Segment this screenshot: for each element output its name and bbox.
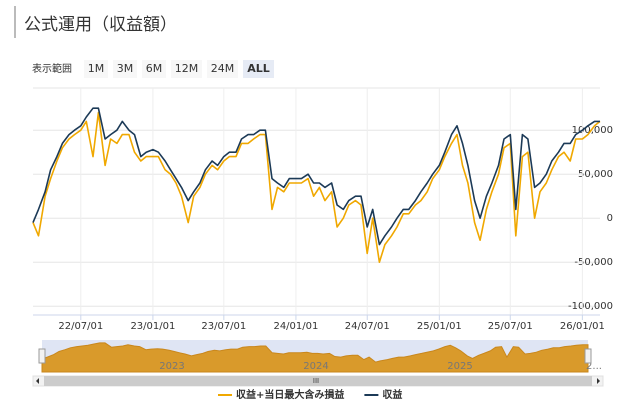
y-tick-label: -100,000 <box>568 301 613 312</box>
x-tick-label: 23/07/01 <box>201 321 246 332</box>
range-button-label[interactable]: 3M <box>117 62 134 75</box>
legend-label[interactable]: 収益 <box>382 388 402 401</box>
navigator-label: 2023 <box>159 361 184 372</box>
range-button[interactable] <box>142 60 166 78</box>
x-tick-label: 24/07/01 <box>345 321 390 332</box>
x-tick-label: 24/01/01 <box>273 321 318 332</box>
navigator-label: 2024 <box>303 361 328 372</box>
legend-label[interactable]: 収益+当日最大含み損益 <box>236 388 344 401</box>
range-button-label[interactable]: 6M <box>146 62 163 75</box>
x-tick-label: 25/07/01 <box>488 321 533 332</box>
page-title: 公式運用（収益額） <box>24 15 177 35</box>
range-button-label[interactable]: 24M <box>211 62 235 75</box>
navigator-handle[interactable] <box>38 348 46 364</box>
navigator-handle[interactable] <box>584 348 592 364</box>
range-button[interactable] <box>113 60 137 78</box>
x-tick-label: 22/07/01 <box>58 321 103 332</box>
range-button-label[interactable]: 12M <box>175 62 199 75</box>
range-label: 表示範囲 <box>32 62 72 75</box>
range-button[interactable] <box>207 60 238 78</box>
range-button[interactable] <box>171 60 202 78</box>
scroll-right[interactable] <box>597 378 600 384</box>
y-tick-label: 100,000 <box>572 125 613 136</box>
y-tick-label: 50,000 <box>578 169 613 180</box>
scrollbar-thumb[interactable] <box>44 376 592 386</box>
scrollbar-grip: III <box>313 377 319 385</box>
scroll-left[interactable] <box>36 378 39 384</box>
y-tick-label: 0 <box>607 213 613 224</box>
navigator-area <box>41 342 589 373</box>
range-button-label[interactable]: 1M <box>88 62 105 75</box>
title-accent <box>14 6 16 38</box>
x-tick-label: 23/01/01 <box>130 321 175 332</box>
x-tick-label: 25/01/01 <box>417 321 462 332</box>
series-line <box>32 111 601 263</box>
x-tick-label: 26/01/01 <box>560 321 605 332</box>
range-button-label[interactable]: ALL <box>247 62 270 75</box>
range-button[interactable] <box>84 60 108 78</box>
navigator-label: 2... <box>586 361 602 372</box>
series-line <box>32 107 600 246</box>
navigator-label: 2025 <box>447 361 472 372</box>
y-tick-label: -50,000 <box>574 257 613 268</box>
range-button[interactable] <box>243 60 274 78</box>
